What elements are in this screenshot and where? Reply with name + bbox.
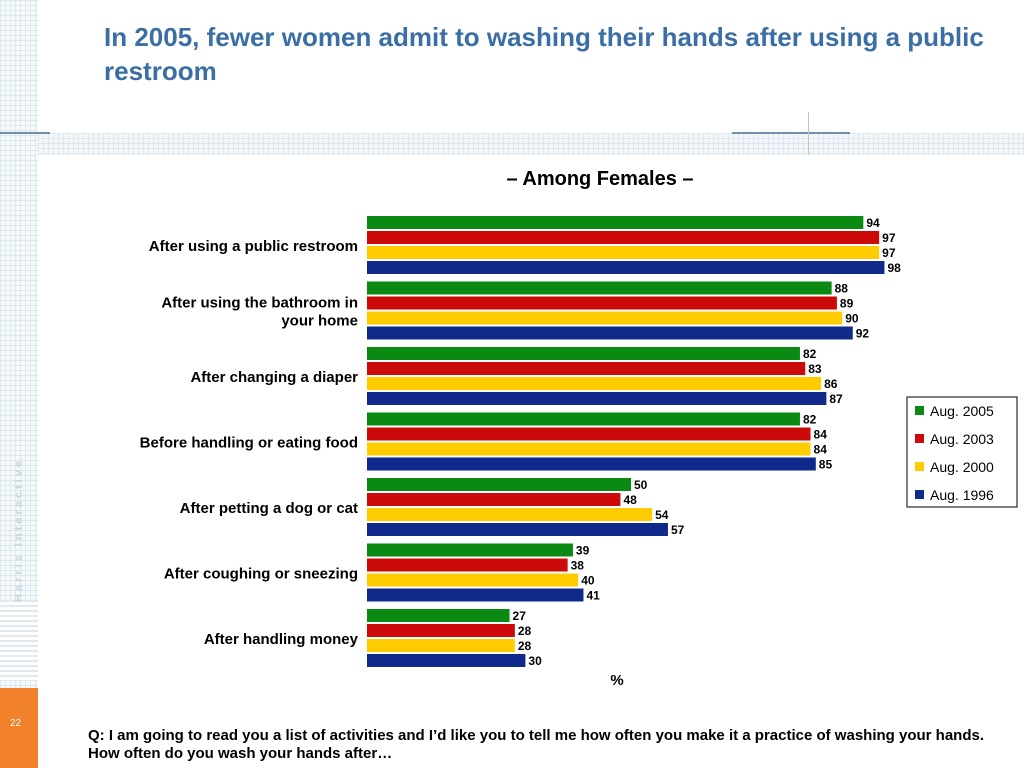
data-label: 84 (814, 428, 828, 442)
bar-aug-1996 (367, 392, 827, 405)
category-label: After using the bathroom in (161, 295, 358, 312)
data-label: 98 (887, 261, 901, 275)
bar-aug-2003 (367, 624, 515, 637)
data-label: 57 (671, 523, 685, 537)
bar-aug-1996 (367, 654, 526, 667)
data-label: 28 (518, 639, 532, 653)
data-label: 87 (829, 392, 843, 406)
legend-entry: Aug. 2003 (930, 431, 994, 447)
data-label: 88 (835, 282, 849, 296)
bar-aug-2005 (367, 609, 510, 622)
chart-title: – Among Females – (506, 168, 694, 190)
data-label: 82 (803, 413, 817, 427)
category-label: After coughing or sneezing (164, 566, 358, 583)
page-number: 22 (10, 718, 22, 729)
page-number-box (0, 688, 38, 768)
bar-aug-2005 (367, 347, 800, 360)
bar-aug-1996 (367, 261, 885, 274)
data-label: 83 (808, 362, 822, 376)
legend-swatch (915, 490, 924, 499)
bar-aug-2003 (367, 362, 806, 375)
data-label: 28 (518, 624, 532, 638)
bar-aug-1996 (367, 457, 816, 471)
question-footnote: Q: I am going to read you a list of acti… (88, 727, 984, 762)
data-label: 97 (882, 246, 896, 260)
left-stripe-band (0, 600, 38, 680)
header-grid-band (38, 133, 1024, 155)
data-label: 48 (623, 493, 637, 507)
category-label: After petting a dog or cat (180, 500, 358, 517)
data-label: 85 (819, 458, 833, 472)
slide-title: In 2005, fewer women admit to washing th… (104, 22, 984, 86)
data-label: 54 (655, 508, 669, 522)
bar-aug-2000 (367, 508, 653, 521)
data-label: 84 (814, 443, 828, 457)
data-label: 39 (576, 544, 590, 558)
bar-aug-1996 (367, 326, 853, 340)
legend-entry: Aug. 1996 (930, 487, 994, 503)
legend-box (906, 396, 1018, 508)
data-label: 92 (856, 327, 870, 341)
legend-swatch (915, 462, 924, 471)
data-label: 38 (571, 559, 585, 573)
bar-aug-2003 (367, 296, 837, 310)
bar-chart: After using a public restroom94979798Aft… (140, 216, 1018, 689)
category-label: Before handling or eating food (140, 435, 358, 452)
bar-aug-2000 (367, 573, 579, 587)
bar-aug-2003 (367, 558, 568, 572)
bar-aug-2000 (367, 639, 515, 652)
legend-swatch (915, 406, 924, 415)
data-label: 90 (845, 312, 859, 326)
bar-aug-2003 (367, 493, 621, 506)
bar-aug-2005 (367, 478, 631, 491)
category-label: After handling money (204, 631, 359, 648)
bar-aug-1996 (367, 588, 584, 602)
data-label: 82 (803, 347, 817, 361)
header-divider-line (808, 112, 809, 155)
category-label: After changing a diaper (190, 369, 358, 386)
category-label: your home (281, 313, 358, 330)
data-label: 86 (824, 377, 838, 391)
header-accent-line-left (0, 132, 50, 134)
bar-aug-2005 (367, 216, 864, 229)
bar-aug-2005 (367, 281, 832, 295)
data-label: 97 (882, 231, 896, 245)
data-label: 50 (634, 478, 648, 492)
bar-aug-2005 (367, 543, 573, 557)
data-label: 30 (528, 654, 542, 668)
data-label: 27 (513, 609, 527, 623)
data-label: 41 (586, 589, 600, 603)
legend-swatch (915, 434, 924, 443)
legend-entry: Aug. 2000 (930, 459, 994, 475)
category-label: After using a public restroom (149, 238, 358, 255)
bar-aug-2000 (367, 246, 880, 259)
bar-aug-2000 (367, 311, 843, 325)
legend-entry: Aug. 2005 (930, 403, 994, 419)
bar-aug-2003 (367, 427, 811, 441)
data-label: 94 (866, 216, 880, 230)
data-label: 89 (840, 297, 854, 311)
bar-aug-2000 (367, 442, 811, 456)
left-decorative-strip (0, 0, 38, 768)
bar-aug-2003 (367, 231, 880, 244)
data-label: 40 (581, 574, 595, 588)
bar-aug-1996 (367, 523, 668, 536)
bar-aug-2000 (367, 377, 822, 390)
header-accent-line-right (732, 132, 850, 134)
x-axis-label: % (610, 672, 623, 689)
bar-aug-2005 (367, 412, 800, 426)
